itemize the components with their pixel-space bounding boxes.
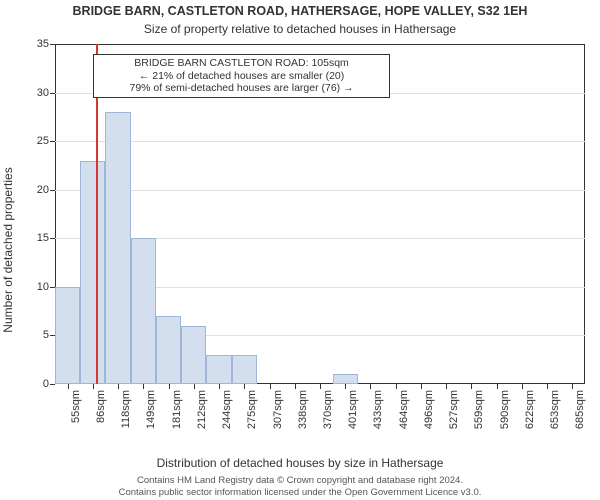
x-tick-label: 559sqm	[473, 390, 485, 429]
chart-subtitle: Size of property relative to detached ho…	[0, 22, 600, 36]
x-tick-label: 338sqm	[297, 390, 309, 429]
x-tick-mark	[194, 384, 195, 389]
x-tick-label: 401sqm	[347, 390, 359, 429]
histogram-bar	[55, 287, 80, 384]
histogram-bar	[206, 355, 231, 384]
annotation-line: ← 21% of detached houses are smaller (20…	[98, 70, 385, 83]
y-tick-label: 35	[37, 38, 55, 50]
x-tick-label: 590sqm	[499, 390, 511, 429]
x-tick-label: 149sqm	[145, 390, 157, 429]
x-tick-mark	[471, 384, 472, 389]
property-size-histogram: BRIDGE BARN, CASTLETON ROAD, HATHERSAGE,…	[0, 0, 600, 500]
x-tick-mark	[446, 384, 447, 389]
x-tick-label: 433sqm	[372, 390, 384, 429]
x-tick-mark	[421, 384, 422, 389]
x-tick-label: 212sqm	[196, 390, 208, 429]
x-axis-label: Distribution of detached houses by size …	[0, 456, 600, 470]
x-tick-mark	[169, 384, 170, 389]
x-tick-label: 622sqm	[524, 390, 536, 429]
x-tick-label: 118sqm	[120, 390, 132, 428]
histogram-bar	[333, 374, 358, 384]
x-tick-mark	[547, 384, 548, 389]
histogram-bar	[105, 112, 130, 384]
y-tick-label: 0	[43, 378, 55, 390]
annotation-line: BRIDGE BARN CASTLETON ROAD: 105sqm	[98, 57, 385, 70]
x-tick-label: 464sqm	[398, 390, 410, 429]
y-tick-label: 25	[37, 135, 55, 147]
x-tick-mark	[370, 384, 371, 389]
x-tick-mark	[345, 384, 346, 389]
x-tick-mark	[320, 384, 321, 389]
histogram-bar	[131, 238, 156, 384]
histogram-bar	[181, 326, 206, 384]
x-tick-label: 307sqm	[272, 390, 284, 429]
y-tick-label: 30	[37, 87, 55, 99]
x-tick-label: 55sqm	[70, 390, 82, 423]
plot-area: 0510152025303555sqm86sqm118sqm149sqm181s…	[55, 44, 585, 384]
y-tick-label: 15	[37, 232, 55, 244]
x-tick-label: 275sqm	[246, 390, 258, 429]
x-tick-mark	[497, 384, 498, 389]
x-tick-label: 244sqm	[221, 390, 233, 429]
chart-title: BRIDGE BARN, CASTLETON ROAD, HATHERSAGE,…	[0, 4, 600, 18]
x-tick-label: 181sqm	[171, 390, 183, 429]
footer-line-2: Contains public sector information licen…	[0, 487, 600, 498]
x-tick-mark	[522, 384, 523, 389]
x-tick-mark	[219, 384, 220, 389]
y-tick-label: 20	[37, 184, 55, 196]
histogram-bar	[80, 161, 105, 384]
x-tick-mark	[244, 384, 245, 389]
x-tick-label: 496sqm	[423, 390, 435, 429]
x-tick-mark	[118, 384, 119, 389]
x-tick-label: 370sqm	[322, 390, 334, 429]
x-tick-mark	[68, 384, 69, 389]
x-tick-mark	[572, 384, 573, 389]
x-tick-mark	[295, 384, 296, 389]
y-tick-label: 5	[43, 329, 55, 341]
y-axis-label: Number of detached properties	[0, 0, 16, 500]
x-tick-mark	[396, 384, 397, 389]
x-tick-mark	[270, 384, 271, 389]
annotation-box: BRIDGE BARN CASTLETON ROAD: 105sqm← 21% …	[93, 54, 390, 98]
histogram-bar	[156, 316, 181, 384]
annotation-line: 79% of semi-detached houses are larger (…	[98, 82, 385, 95]
x-tick-label: 653sqm	[549, 390, 561, 429]
x-tick-mark	[93, 384, 94, 389]
footer-line-1: Contains HM Land Registry data © Crown c…	[0, 475, 600, 486]
x-tick-mark	[143, 384, 144, 389]
x-tick-label: 527sqm	[448, 390, 460, 429]
x-tick-label: 685sqm	[574, 390, 586, 429]
histogram-bar	[232, 355, 257, 384]
y-tick-label: 10	[37, 281, 55, 293]
x-tick-label: 86sqm	[95, 390, 107, 423]
